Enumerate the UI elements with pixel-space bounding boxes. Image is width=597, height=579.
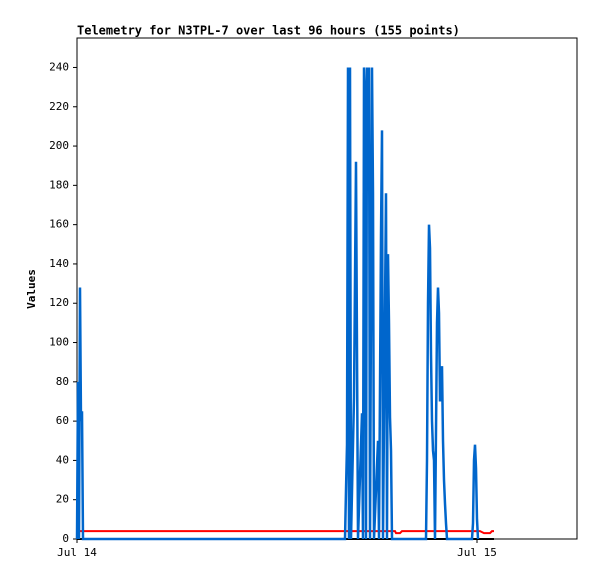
- y-tick-label: 60: [56, 414, 69, 427]
- x-tick-label: Jul 15: [457, 546, 497, 559]
- chart-title: Telemetry for N3TPL-7 over last 96 hours…: [77, 24, 460, 38]
- y-tick-label: 120: [49, 296, 69, 309]
- series-line: [75, 67, 480, 541]
- series-line: [77, 530, 494, 535]
- y-tick-label: 220: [49, 100, 69, 113]
- y-tick-label: 20: [56, 493, 69, 506]
- y-tick-label: 0: [62, 532, 69, 545]
- y-tick-label: 100: [49, 336, 69, 349]
- y-tick-label: 180: [49, 178, 69, 191]
- y-tick-label: 80: [56, 375, 69, 388]
- y-axis-label: Values: [25, 269, 38, 309]
- x-tick-label: Jul 14: [57, 546, 97, 559]
- y-tick-label: 200: [49, 139, 69, 152]
- y-tick-label: 160: [49, 218, 69, 231]
- y-tick-label: 140: [49, 257, 69, 270]
- y-tick-label: 40: [56, 453, 69, 466]
- y-tick-label: 240: [49, 60, 69, 73]
